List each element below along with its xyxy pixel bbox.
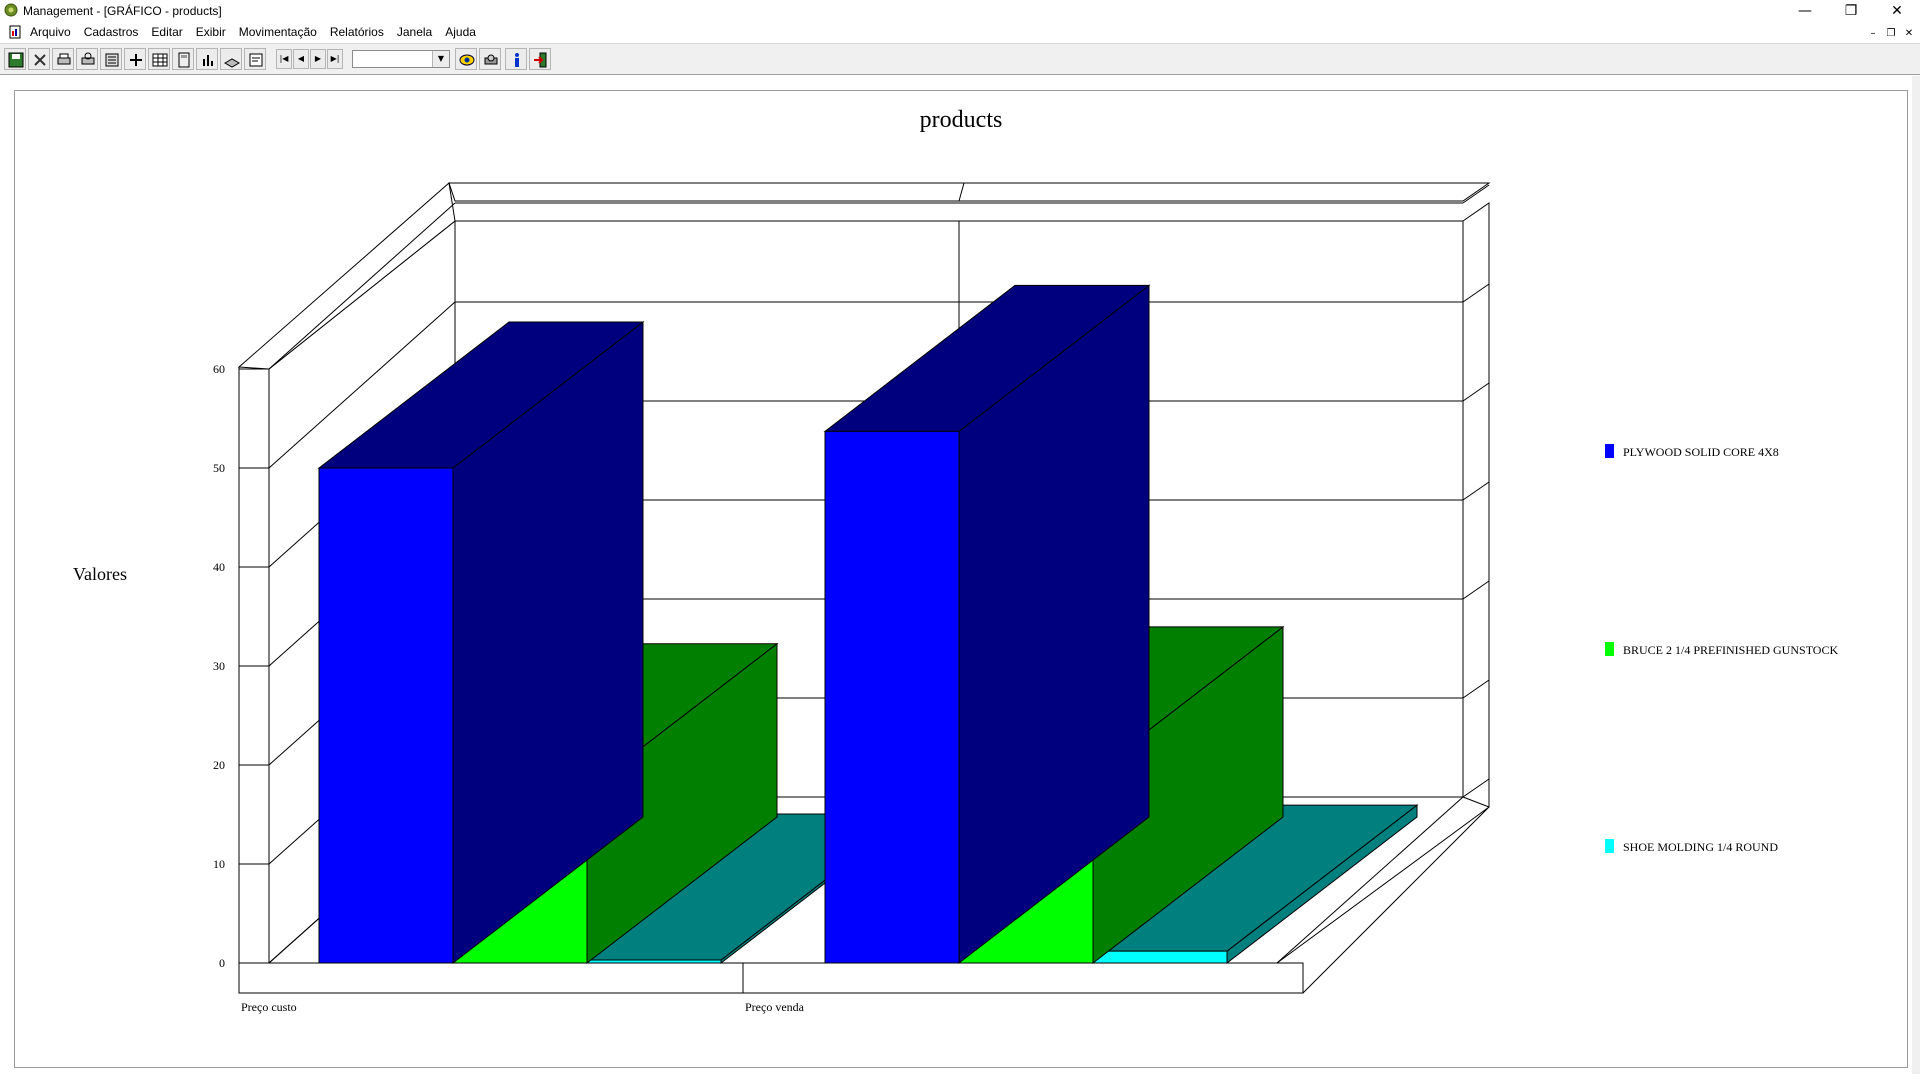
grid-icon: [152, 53, 168, 67]
window-title: Management - [GRÁFICO - products]: [23, 4, 222, 18]
menu-item-1[interactable]: Cadastros: [83, 25, 139, 39]
menu-item-5[interactable]: Relatórios: [329, 25, 384, 39]
chart-left-wall-rim: [237, 182, 456, 370]
gridline-right-4: [1462, 382, 1490, 402]
document-icon[interactable]: [8, 25, 22, 39]
legend-entry-0: PLYWOOD SOLID CORE 4X8: [1623, 445, 1779, 459]
chart-front-ledge: [238, 962, 1304, 994]
bar-0-0: [318, 467, 454, 964]
gridline-right-5: [1462, 283, 1490, 303]
app-icon: [4, 3, 18, 17]
legend-entry-2: SHOE MOLDING 1/4 ROUND: [1623, 840, 1778, 854]
legend-swatch-2: [1605, 839, 1614, 853]
mdi-minimize-button[interactable]: –: [1870, 28, 1876, 39]
y-tick-label: 40: [213, 560, 225, 574]
print-button[interactable]: [52, 48, 74, 70]
x-category-label: Preço venda: [745, 1000, 805, 1014]
menu-item-2[interactable]: Editar: [151, 25, 183, 39]
print-preview-button[interactable]: [76, 48, 98, 70]
toolbar: |◀ ◀ ▶ ▶| ▼: [0, 43, 1920, 75]
exit-button[interactable]: [529, 48, 551, 70]
menu-bar: Arquivo Cadastros Editar Exibir Movimentação…: [0, 22, 1920, 43]
filter-icon: [105, 53, 119, 67]
menu-item-3[interactable]: Exibir: [195, 25, 226, 39]
last-record-button[interactable]: ▶|: [327, 49, 343, 69]
delete-icon: [34, 54, 46, 66]
report-button[interactable]: [244, 48, 266, 70]
y-tick-label: 60: [213, 362, 225, 376]
bar-2-1: [1092, 950, 1228, 964]
mdi-restore-button[interactable]: ❐: [1886, 28, 1896, 39]
x-category-label: Preço custo: [241, 1000, 297, 1014]
y-tick-label: 20: [213, 758, 225, 772]
gridline-right-3: [1462, 481, 1490, 501]
calculator-icon: [178, 52, 190, 68]
back-wall-divider-top: [958, 182, 965, 202]
minimize-button[interactable]: —: [1798, 3, 1812, 19]
print-preview-icon: [81, 52, 95, 65]
bar-chart: 0 10 20 30 40 50 60 Preço custo Preço venda produ…: [73, 107, 1838, 1014]
printer-setup-icon: [484, 54, 498, 65]
calculator-button[interactable]: [172, 48, 194, 70]
gridline-left-6: [268, 202, 456, 370]
y-tick-label: 50: [213, 461, 225, 475]
restore-button[interactable]: ❐: [1844, 3, 1858, 19]
legend-entry-1: BRUCE 2 1/4 PREFINISHED GUNSTOCK: [1623, 643, 1838, 657]
chart-panel: 0 10 20 30 40 50 60 Preço custo Preço venda produ…: [14, 90, 1908, 1068]
chart-top-edge: [448, 182, 1491, 202]
exit-icon: [534, 52, 547, 68]
filter-button[interactable]: [100, 48, 122, 70]
grid-button[interactable]: [148, 48, 170, 70]
bar-0-1: [824, 430, 960, 964]
title-bar: Management - [GRÁFICO - products] — ❐ ✕: [0, 0, 1920, 22]
menu-item-4[interactable]: Movimentação: [238, 25, 317, 39]
first-record-button[interactable]: |◀: [276, 49, 292, 69]
gridline-right-0: [1462, 778, 1490, 798]
chart-icon: [203, 55, 213, 66]
toolbar-combo[interactable]: ▼: [352, 50, 450, 68]
info-icon: [515, 53, 519, 67]
binoculars-icon: [459, 54, 475, 66]
printer-setup-button[interactable]: [479, 48, 501, 70]
binoculars-button[interactable]: [455, 48, 477, 70]
bar-2-0: [586, 959, 722, 964]
book-button[interactable]: [220, 48, 242, 70]
print-icon: [57, 53, 71, 65]
chart-button[interactable]: [196, 48, 218, 70]
y-tick-label: 0: [219, 956, 225, 970]
menu-item-6[interactable]: Janela: [396, 25, 433, 39]
fields-icon: [130, 54, 142, 66]
delete-button[interactable]: [28, 48, 50, 70]
next-record-button[interactable]: ▶: [310, 49, 326, 69]
prev-record-button[interactable]: ◀: [293, 49, 309, 69]
mdi-close-button[interactable]: ✕: [1904, 28, 1914, 39]
save-icon: [8, 52, 24, 68]
menu-item-0[interactable]: Arquivo: [30, 25, 71, 39]
close-button[interactable]: ✕: [1891, 3, 1903, 19]
window-edge: [1912, 76, 1920, 1074]
info-button[interactable]: [505, 48, 527, 70]
menu-item-7[interactable]: Ajuda: [445, 25, 476, 39]
save-button[interactable]: [4, 48, 26, 70]
record-navigator: |◀ ◀ ▶ ▶|: [276, 49, 344, 69]
gridline-right-2: [1462, 580, 1490, 600]
chart-title: products: [920, 107, 1003, 133]
y-axis-label: Valores: [73, 564, 127, 584]
legend-swatch-1: [1605, 642, 1614, 656]
gridline-right-1: [1462, 679, 1490, 699]
chevron-down-icon[interactable]: ▼: [432, 51, 449, 67]
gridline-right-6: [1462, 184, 1490, 204]
book-icon: [223, 58, 241, 68]
fields-button[interactable]: [124, 48, 146, 70]
report-icon: [249, 53, 263, 67]
gridline-left-5: [268, 301, 456, 469]
y-tick-label: 10: [213, 857, 225, 871]
legend-swatch-0: [1605, 444, 1614, 458]
y-tick-label: 30: [213, 659, 225, 673]
